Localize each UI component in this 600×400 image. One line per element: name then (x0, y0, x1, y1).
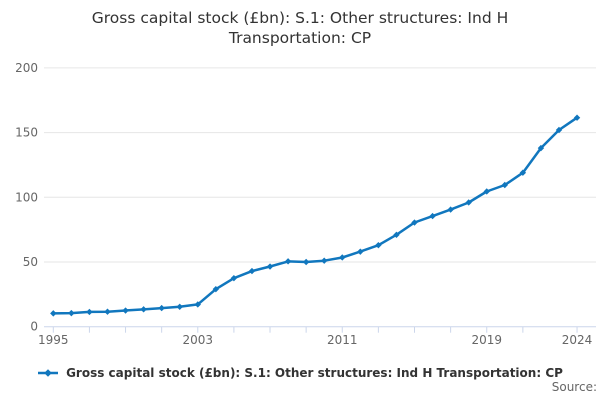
y-axis-tick-label: 50 (23, 255, 38, 269)
data-point-marker[interactable] (50, 310, 57, 317)
data-point-marker[interactable] (519, 169, 527, 176)
data-point-marker[interactable] (194, 301, 201, 308)
data-point-marker[interactable] (104, 308, 111, 315)
data-point-marker[interactable] (429, 212, 436, 220)
data-point-marker[interactable] (176, 303, 183, 310)
data-point-marker[interactable] (68, 309, 75, 317)
data-point-marker[interactable] (284, 258, 292, 265)
data-point-marker[interactable] (501, 181, 508, 189)
x-axis-tick-label: 1995 (38, 333, 69, 347)
source-label: Source: (551, 380, 597, 394)
data-point-marker[interactable] (555, 126, 563, 134)
data-point-marker[interactable] (375, 241, 382, 249)
line-chart-plot-area: 0 50 100 150 200 1995 2003 2011 2019 2024 (15, 61, 596, 347)
data-point-marker[interactable] (483, 188, 490, 195)
legend-item[interactable]: Gross capital stock (£bn): S.1: Other st… (0, 364, 600, 382)
data-point-marker[interactable] (302, 258, 310, 266)
legend-label: Gross capital stock (£bn): S.1: Other st… (66, 366, 563, 380)
data-point-marker[interactable] (212, 285, 220, 293)
data-point-marker[interactable] (537, 144, 545, 152)
y-axis-tick-label: 200 (15, 61, 38, 75)
x-axis-tick-label: 2003 (183, 333, 214, 347)
data-point-marker[interactable] (266, 263, 274, 270)
data-point-marker[interactable] (393, 231, 400, 239)
data-point-marker[interactable] (248, 267, 256, 275)
data-point-marker[interactable] (158, 304, 165, 312)
legend-line-marker-icon (38, 369, 59, 377)
data-point-marker[interactable] (86, 308, 93, 316)
chart-title: Gross capital stock (£bn): S.1: Other st… (91, 9, 509, 48)
y-axis-tick-label: 100 (15, 190, 38, 204)
data-point-marker[interactable] (357, 248, 364, 255)
data-point-marker[interactable] (447, 206, 454, 213)
data-point-marker[interactable] (321, 257, 328, 264)
x-axis-tick-label: 2019 (471, 333, 502, 347)
data-point-marker[interactable] (465, 199, 472, 206)
data-point-marker[interactable] (339, 254, 346, 261)
x-axis-tick-label: 2024 (562, 333, 593, 347)
data-point-marker[interactable] (140, 306, 147, 313)
data-point-marker[interactable] (573, 114, 581, 121)
y-axis-tick-label: 0 (30, 320, 38, 334)
data-point-marker[interactable] (230, 274, 238, 282)
data-point-marker[interactable] (122, 307, 129, 314)
series-line (52, 116, 579, 315)
x-axis-tick-label: 2011 (327, 333, 358, 347)
data-point-marker[interactable] (411, 219, 418, 226)
y-axis-tick-label: 150 (15, 126, 38, 140)
